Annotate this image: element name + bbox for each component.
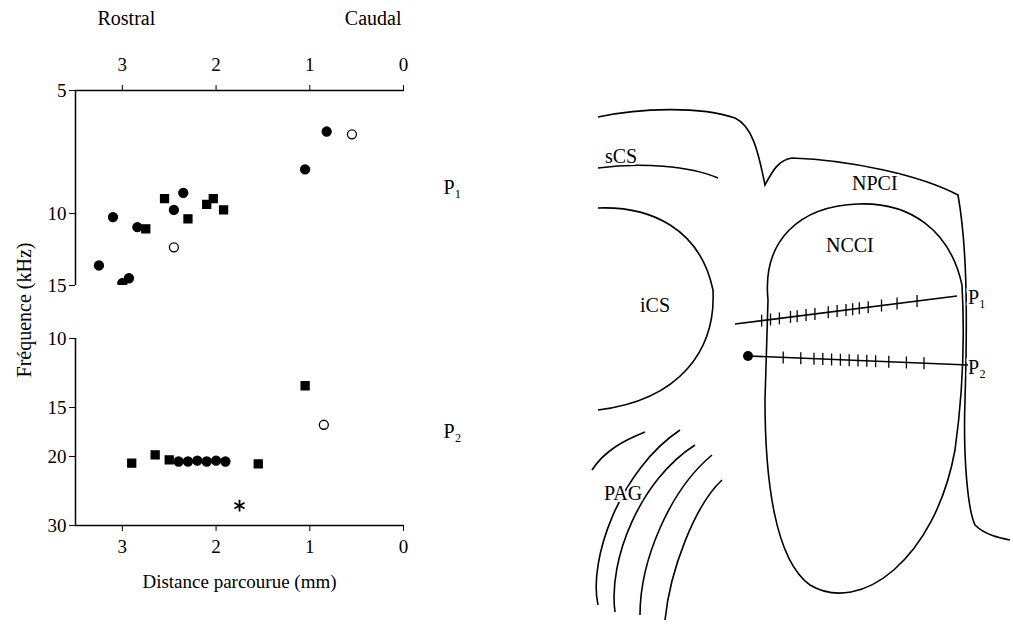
svg-text:PAG: PAG [604,482,642,504]
svg-text:3: 3 [118,536,128,557]
svg-text:P₂: P₂ [444,420,462,442]
svg-text:Fréquence (kHz): Fréquence (kHz) [13,243,36,378]
svg-text:20: 20 [48,446,67,467]
svg-text:0: 0 [399,536,409,557]
svg-text:Caudal: Caudal [345,7,402,29]
svg-text:30: 30 [48,515,67,536]
svg-text:P₁: P₁ [968,286,986,308]
svg-text:1: 1 [305,54,315,75]
svg-text:15: 15 [48,397,67,418]
svg-text:P₂: P₂ [968,356,986,378]
svg-text:NPCI: NPCI [852,172,898,194]
svg-text:1: 1 [305,536,315,557]
svg-text:iCS: iCS [640,294,670,316]
svg-text:NCCI: NCCI [826,234,874,256]
svg-text:10: 10 [48,203,67,224]
svg-text:10: 10 [48,328,67,349]
svg-text:sCS: sCS [605,145,637,167]
svg-text:15: 15 [48,275,67,296]
svg-text:Distance parcourue (mm): Distance parcourue (mm) [142,571,336,593]
svg-text:P₁: P₁ [444,176,462,198]
svg-text:3: 3 [118,54,128,75]
svg-text:0: 0 [399,54,409,75]
svg-text:5: 5 [57,80,67,101]
svg-text:2: 2 [211,536,221,557]
svg-text:2: 2 [211,54,221,75]
svg-text:Rostral: Rostral [98,7,156,29]
